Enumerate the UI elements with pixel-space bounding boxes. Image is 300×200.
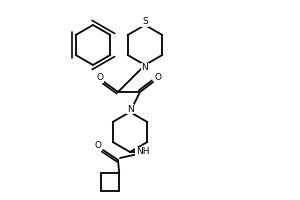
Text: O: O bbox=[97, 73, 104, 82]
Text: S: S bbox=[142, 18, 148, 26]
Text: N: N bbox=[127, 104, 134, 114]
Text: O: O bbox=[154, 73, 161, 82]
Text: N: N bbox=[142, 64, 148, 72]
Text: O: O bbox=[94, 142, 101, 150]
Text: NH: NH bbox=[136, 148, 150, 156]
